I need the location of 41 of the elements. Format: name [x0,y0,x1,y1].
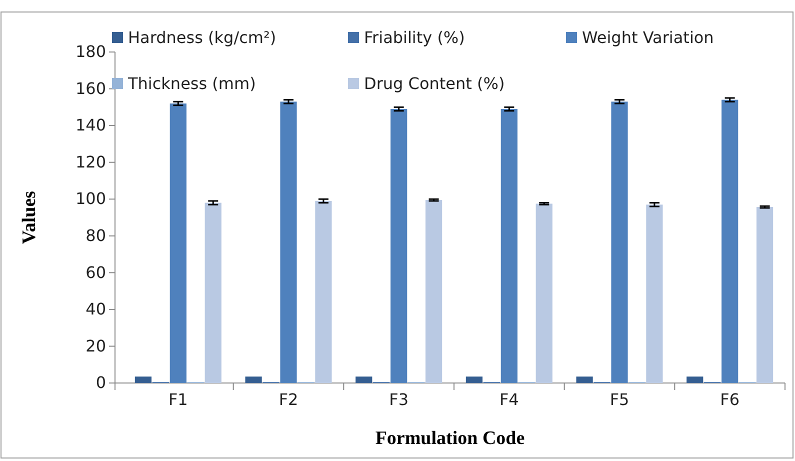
y-tick-label: 100 [75,189,106,208]
bar [315,200,332,383]
bar [356,376,372,383]
y-tick-label: 140 [75,116,106,135]
y-tick-label: 160 [75,78,106,98]
x-tick-label: F5 [610,390,630,410]
x-tick-label: F2 [278,390,298,410]
legend-label: Drug Content (%) [364,74,505,93]
y-tick-label: 0 [96,373,106,392]
bar [646,204,663,383]
legend-label: Thickness (mm) [127,74,256,93]
y-tick-label: 180 [75,42,106,62]
bar [756,207,774,383]
bar [500,109,518,383]
legend-label: Friability (%) [364,28,465,47]
y-tick-label: 80 [86,226,106,246]
x-tick-label: F6 [720,390,740,410]
bar [134,376,152,383]
x-tick-label: F3 [389,390,409,410]
legend-label: Hardness (kg/cm²) [128,28,276,47]
bar [686,376,704,383]
bar [204,202,222,383]
y-tick-label: 60 [86,262,106,282]
y-tick-label: 20 [86,336,106,356]
bar [425,200,442,383]
bar [536,204,552,383]
x-tick-label: F1 [168,390,188,410]
y-tick-label: 120 [75,152,106,172]
bar [576,376,593,383]
bar [466,376,483,383]
bar [170,103,186,383]
bar [390,109,408,383]
bar [722,100,738,383]
legend-label: Weight Variation [582,28,714,47]
bar [280,102,297,383]
y-axis-title: Values [19,190,40,244]
x-tick-label: F4 [499,390,519,410]
bar [245,376,262,383]
x-axis-title: Formulation Code [375,428,525,449]
bar [611,102,628,383]
y-tick-label: 40 [86,300,106,319]
